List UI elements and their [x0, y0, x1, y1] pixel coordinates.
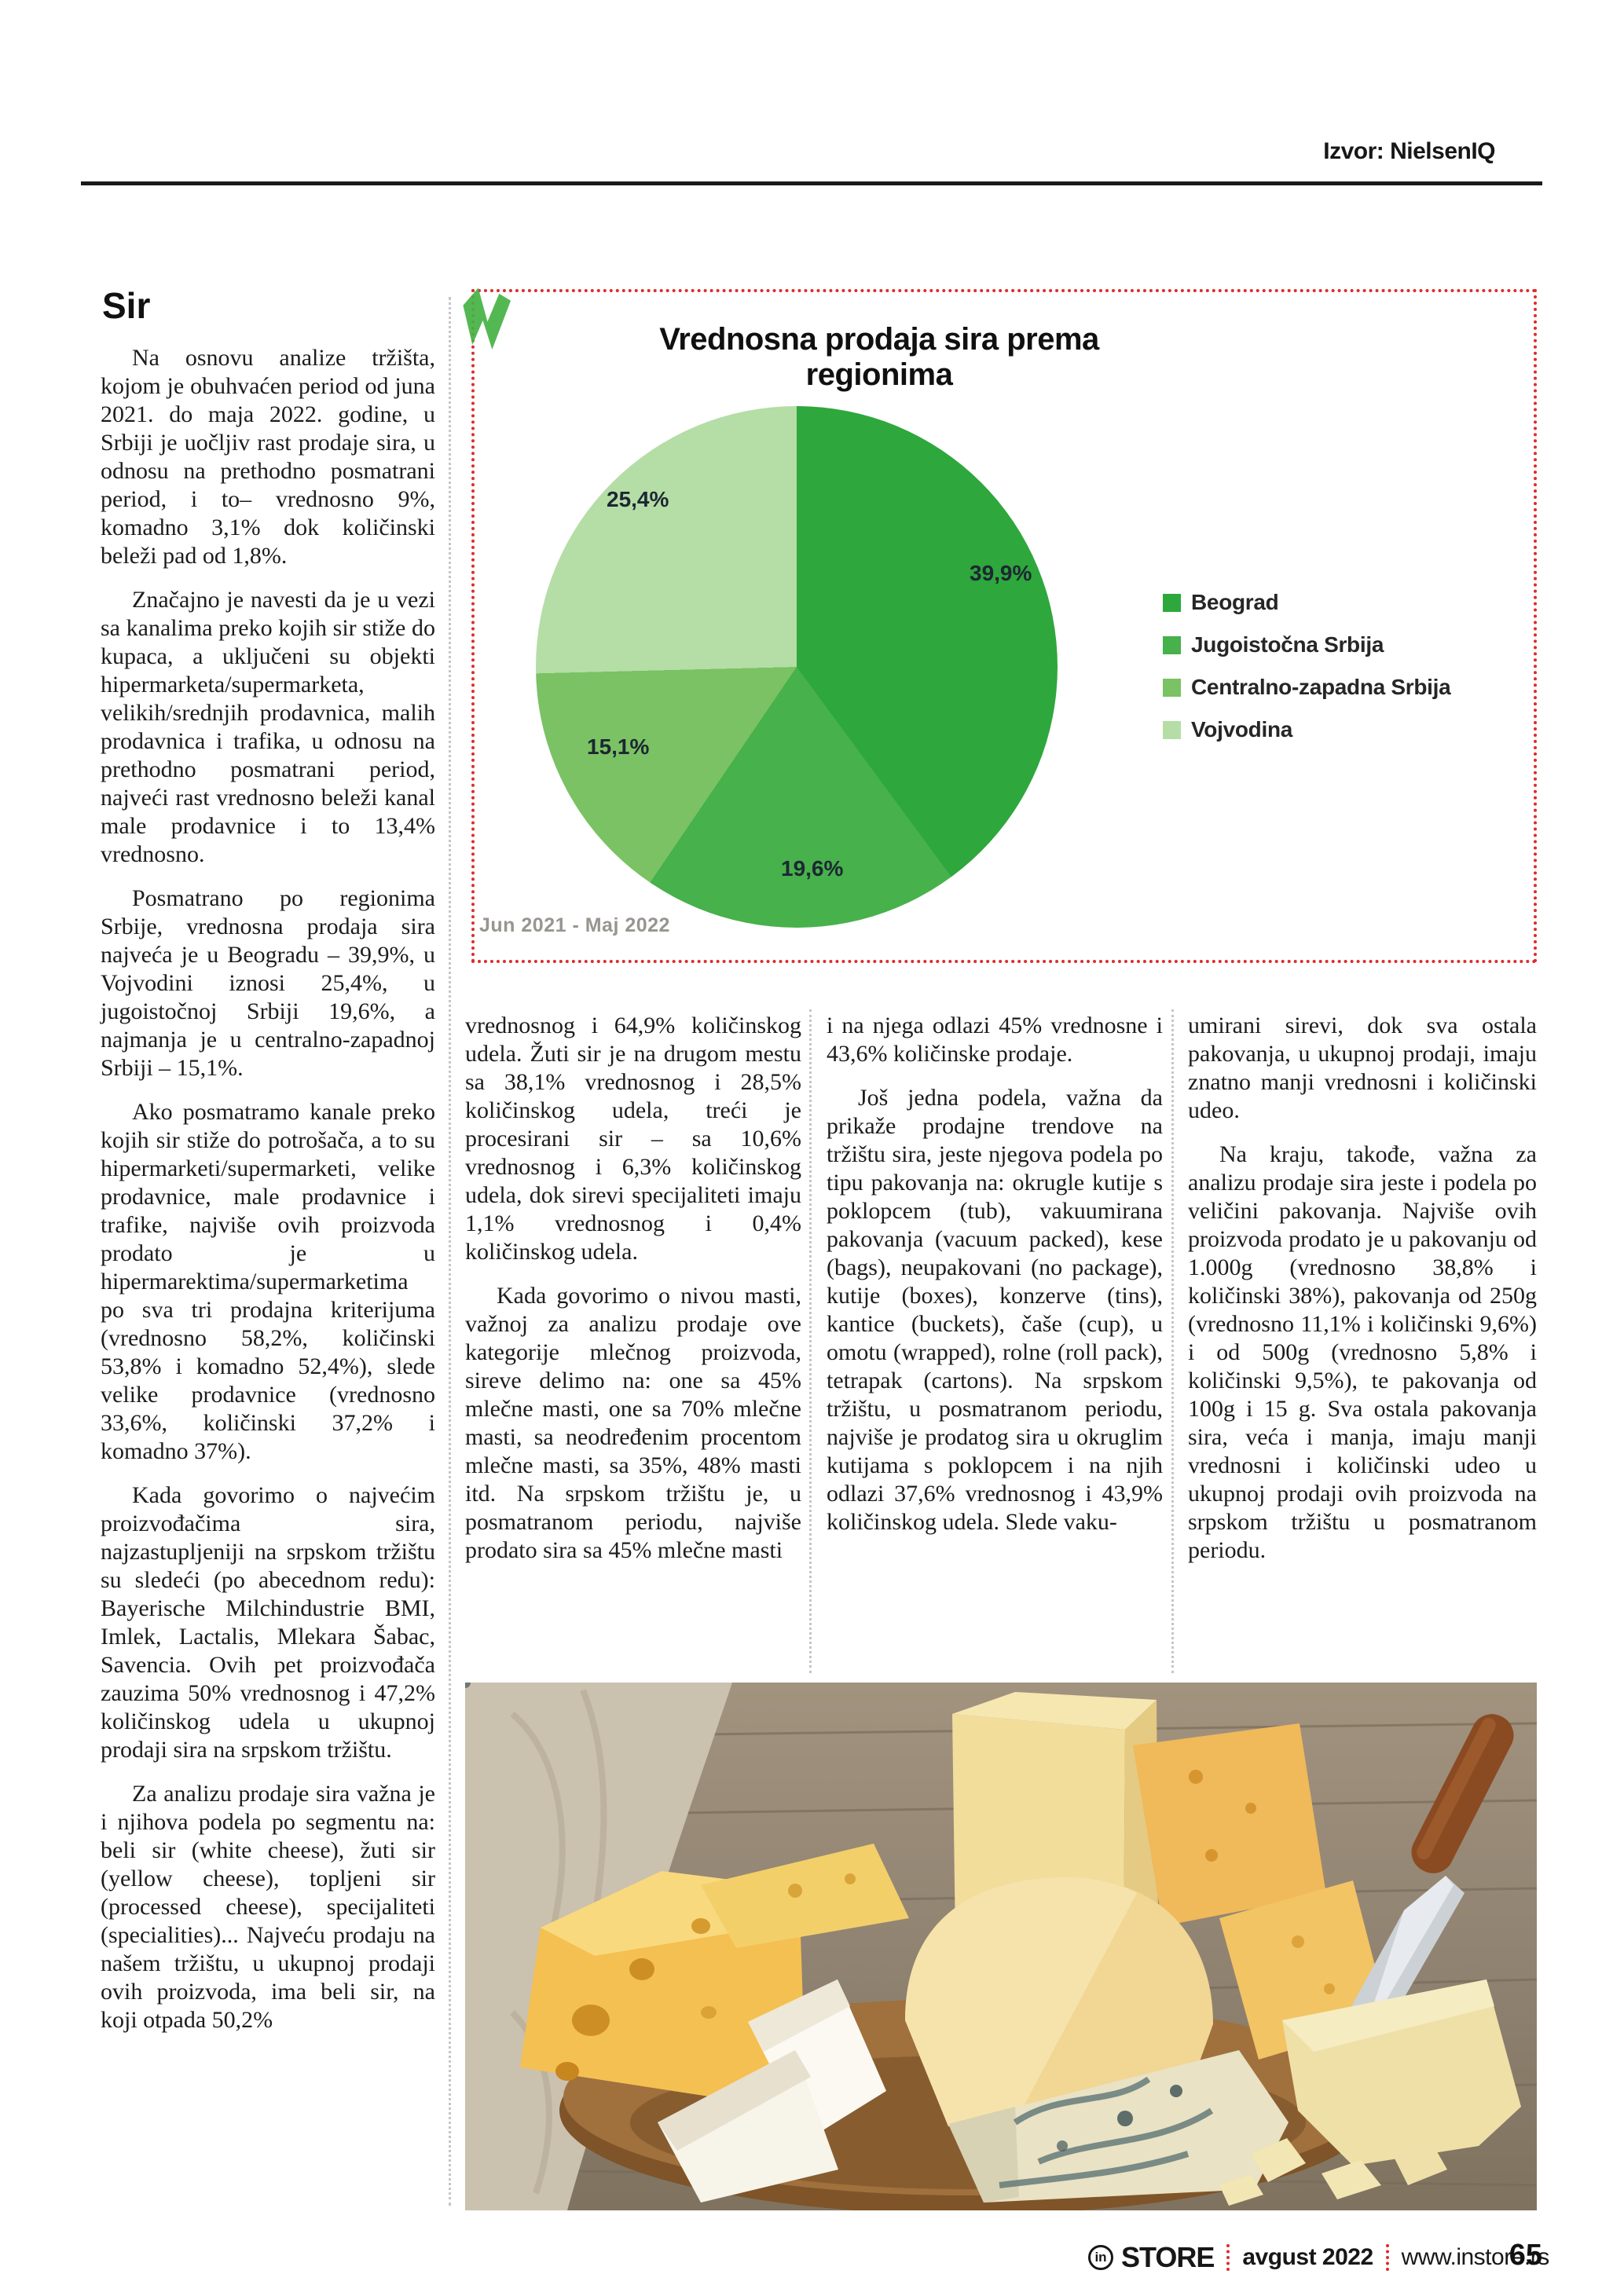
column-separator	[1171, 1009, 1174, 1673]
legend-label: Beograd	[1191, 590, 1279, 614]
paragraph: vrednosnog i 64,9% količinskog udela. Žu…	[465, 1013, 801, 1265]
column-separator	[809, 1009, 812, 1673]
article-column-2: vrednosnog i 64,9% količinskog udela. Žu…	[465, 1012, 801, 1679]
paragraph: Posmatrano po regionima Srbije, vrednosn…	[101, 885, 435, 1081]
source-credit: Izvor: NielsenIQ	[1323, 138, 1495, 164]
paragraph: Još jedna podela, važna da prikaže proda…	[827, 1085, 1163, 1535]
legend-swatch	[1163, 720, 1181, 739]
legend-label: Centralno-zapadna Srbija	[1191, 675, 1451, 699]
pie-label-beograd: 39,9%	[970, 561, 1032, 585]
paragraph: Na kraju, takođe, važna za analizu proda…	[1188, 1141, 1537, 1563]
page-title: Sir	[102, 285, 151, 326]
paragraph: Ako posmatramo kanale preko kojih sir st…	[101, 1099, 435, 1464]
footer-website: www.instore.rs	[1401, 2244, 1550, 2270]
paragraph: Kada govorimo o nivou masti, važnoj za a…	[465, 1283, 801, 1563]
pie-chart-panel: Vrednosna prodaja sira prema regionima 3…	[463, 287, 1537, 963]
paragraph: Na osnovu analize tržišta, kojom je obuh…	[101, 345, 435, 569]
footer-separator	[1226, 2244, 1230, 2271]
instore-circle-logo-icon: in	[1088, 2245, 1113, 2270]
legend-swatch	[1163, 593, 1181, 612]
article-column-3: i na njega odlazi 45% vrednosne i 43,6% …	[827, 1012, 1163, 1679]
green-bolt-logo-icon	[463, 287, 511, 350]
paragraph: Značajno je navesti da je u vezi sa kana…	[101, 587, 435, 867]
legend-item: Jugoistočna Srbija	[1163, 624, 1450, 666]
paragraph: umirani sirevi, dok sva ostala pakovanja…	[1188, 1013, 1537, 1123]
legend-item: Vojvodina	[1163, 709, 1450, 751]
article-column-1: Na osnovu analize tržišta, kojom je obuh…	[101, 344, 435, 2214]
footer-issue: avgust 2022	[1242, 2244, 1373, 2270]
chart-legend: Beograd Jugoistočna Srbija Centralno-zap…	[1163, 581, 1451, 751]
footer-brand: STORE	[1121, 2241, 1215, 2273]
footer: in STORE avgust 2022 www.instore.rs	[1088, 2240, 1549, 2275]
chart-period-caption: Jun 2021 - Maj 2022	[479, 914, 670, 936]
legend-item: Centralno-zapadna Srbija	[1163, 666, 1451, 709]
footer-separator	[1385, 2244, 1389, 2271]
legend-label: Jugoistočna Srbija	[1191, 632, 1384, 657]
pie-label-centralno-zapadna: 15,1%	[587, 734, 650, 759]
legend-label: Vojvodina	[1191, 717, 1293, 742]
header-rule	[81, 181, 1542, 185]
pie-label-vojvodina: 25,4%	[607, 487, 669, 511]
paragraph: Kada govorimo o najvećim proizvođačima s…	[101, 1482, 435, 1763]
cheese-photo-illustration	[465, 1683, 1537, 2210]
pie-label-jugoistocna: 19,6%	[781, 856, 844, 881]
column-separator	[449, 297, 451, 2206]
legend-swatch	[1163, 635, 1181, 654]
pie-chart	[536, 406, 1058, 928]
chart-title: Vrednosna prodaja sira prema regionima	[659, 322, 1099, 392]
paragraph: Za analizu prodaje sira važna je i njiho…	[101, 1781, 435, 2033]
cheese-photo	[465, 1683, 1537, 2210]
page-number: 65	[1509, 2239, 1542, 2272]
legend-item: Beograd	[1163, 581, 1450, 624]
legend-swatch	[1163, 678, 1181, 697]
article-column-4: umirani sirevi, dok sva ostala pakovanja…	[1188, 1012, 1537, 1679]
paragraph: i na njega odlazi 45% vrednosne i 43,6% …	[827, 1013, 1163, 1067]
